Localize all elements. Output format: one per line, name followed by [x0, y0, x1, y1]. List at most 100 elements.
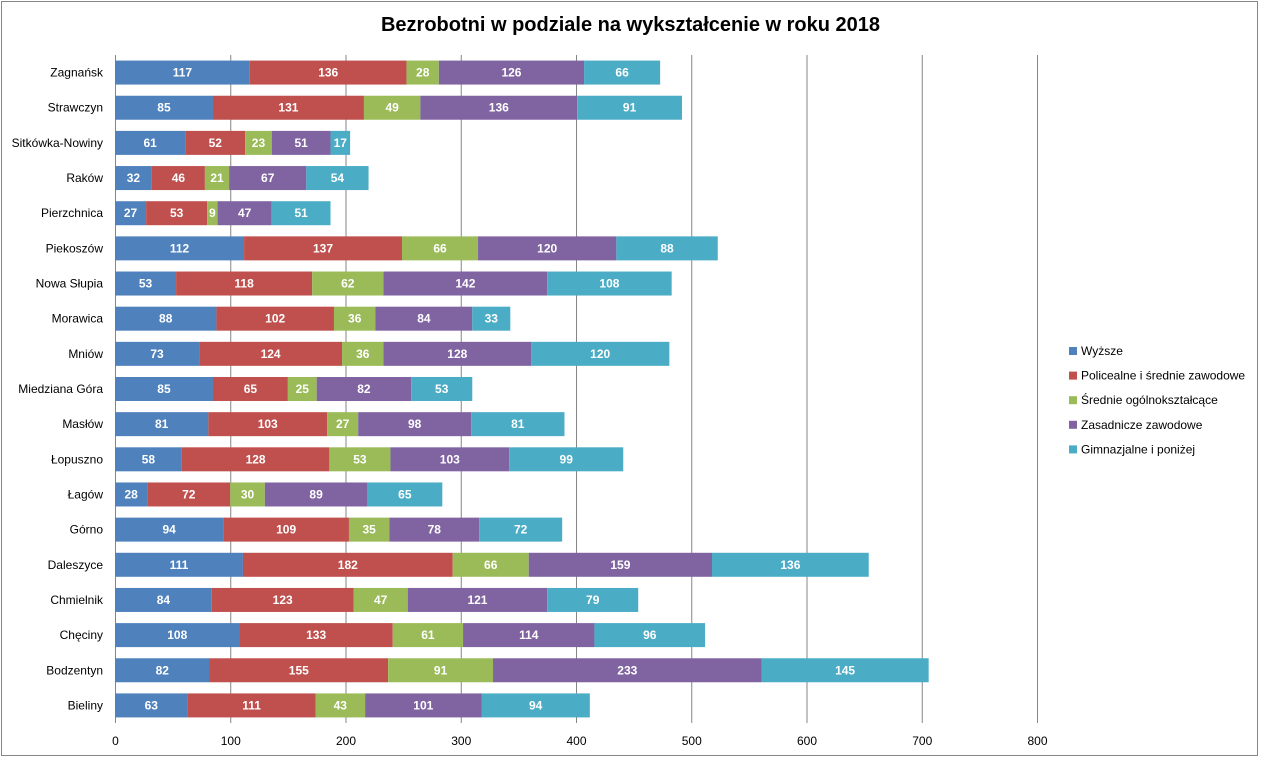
bar-segment: [115, 271, 177, 296]
legend-label: Średnie ogólnokształcące: [1081, 392, 1218, 407]
bar-segment: [531, 341, 670, 366]
bar-segment: [147, 482, 231, 507]
bar-segment: [420, 95, 578, 120]
bar-segment: [375, 306, 473, 331]
data-label: 73: [150, 347, 164, 361]
data-label: 124: [261, 347, 281, 361]
data-label: 91: [434, 663, 448, 677]
bar-segment: [207, 201, 218, 226]
bar-segment: [146, 201, 208, 226]
bar-segment: [212, 377, 288, 401]
bar-segment: [115, 447, 182, 472]
data-label: 99: [560, 452, 574, 466]
data-label: 159: [610, 558, 630, 572]
bar-segment: [547, 587, 639, 612]
bar-segment: [115, 95, 213, 120]
bar-segment: [481, 693, 590, 718]
bar-segment: [389, 517, 480, 542]
data-label: 102: [265, 312, 285, 326]
data-label: 61: [143, 136, 157, 150]
data-label: 36: [348, 312, 362, 326]
bar-segment: [363, 95, 421, 120]
bar-segment: [478, 236, 617, 261]
bar-segment: [348, 517, 390, 542]
bar-segment: [115, 306, 217, 331]
bar-segment: [209, 658, 389, 683]
bar-segment: [271, 130, 331, 155]
bar-segment: [229, 166, 307, 191]
bar-segment: [115, 693, 188, 718]
category-label: Bodzentyn: [46, 663, 103, 677]
bar-segment: [115, 201, 147, 226]
bar-segment: [390, 447, 510, 472]
data-label: 79: [586, 593, 600, 607]
data-label: 145: [835, 663, 855, 677]
data-label: 78: [428, 523, 442, 537]
x-tick-label: 300: [451, 734, 471, 748]
data-label: 53: [435, 382, 449, 396]
category-label: Daleszyce: [48, 558, 104, 572]
category-label: Chęciny: [60, 628, 103, 642]
data-label: 88: [660, 241, 674, 255]
data-label: 61: [421, 628, 435, 642]
bar-segment: [358, 412, 472, 437]
data-label: 94: [162, 523, 176, 537]
bar-segment: [452, 552, 529, 577]
x-tick-label: 200: [336, 734, 356, 748]
bar-segment: [493, 658, 762, 683]
data-label: 82: [357, 382, 371, 396]
data-label: 28: [416, 66, 430, 80]
data-label: 72: [514, 523, 528, 537]
bar-segment: [312, 271, 384, 296]
data-label: 114: [519, 628, 539, 642]
data-label: 85: [157, 382, 171, 396]
data-label: 30: [241, 487, 255, 501]
data-label: 43: [334, 698, 348, 712]
data-label: 128: [246, 452, 266, 466]
x-tick-label: 500: [682, 734, 702, 748]
data-label: 28: [124, 487, 138, 501]
bar-segment: [223, 517, 349, 542]
data-label: 108: [599, 277, 619, 291]
x-tick-label: 800: [1027, 734, 1047, 748]
data-label: 36: [356, 347, 370, 361]
bar-segment: [187, 693, 316, 718]
data-label: 81: [155, 417, 169, 431]
bar-segment: [577, 95, 683, 120]
data-label: 133: [306, 628, 326, 642]
legend-swatch: [1069, 420, 1077, 429]
data-label: 81: [511, 417, 525, 431]
bar-segment: [616, 236, 718, 261]
data-label: 142: [455, 277, 475, 291]
data-label: 111: [242, 698, 261, 712]
bar-segment: [401, 236, 479, 261]
category-label: Chmielnik: [50, 593, 104, 607]
data-label: 82: [156, 663, 170, 677]
bar-segment: [208, 412, 328, 437]
data-label: 21: [210, 171, 224, 185]
data-label: 27: [336, 417, 350, 431]
bar-segment: [271, 201, 331, 226]
data-label: 54: [331, 171, 345, 185]
data-label: 46: [172, 171, 186, 185]
bar-segment: [471, 412, 565, 437]
bar-segment: [212, 95, 364, 120]
category-label: Sitkówka-Nowiny: [12, 136, 103, 150]
category-label: Bieliny: [68, 698, 103, 712]
bar-segment: [151, 166, 205, 191]
category-label: Górno: [70, 523, 104, 537]
data-label: 96: [643, 628, 657, 642]
data-label: 65: [398, 487, 412, 501]
data-label: 136: [318, 66, 338, 80]
data-label: 103: [258, 417, 278, 431]
bar-segment: [711, 552, 869, 577]
category-label: Miedziana Góra: [18, 382, 103, 396]
legend-swatch: [1069, 347, 1077, 355]
x-tick-label: 0: [112, 734, 119, 748]
category-label: Nowa Słupia: [36, 277, 104, 291]
bar-segment: [353, 587, 408, 612]
bar-segment: [306, 166, 369, 191]
bar-segment: [342, 341, 384, 366]
legend-swatch: [1069, 445, 1077, 454]
